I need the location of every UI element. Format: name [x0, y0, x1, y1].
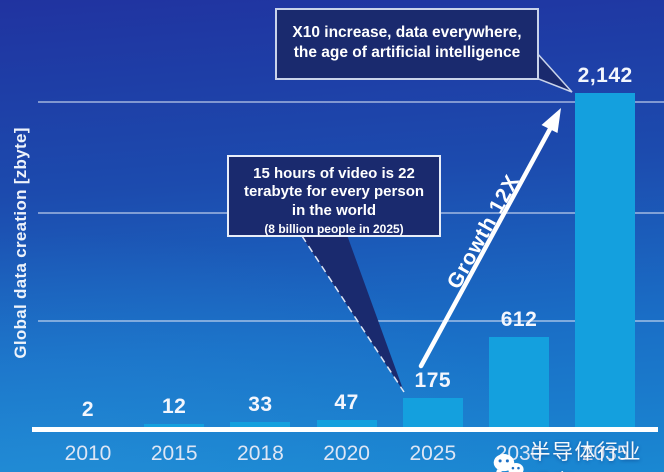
growth-arrow-line — [418, 126, 553, 369]
gridline — [38, 320, 664, 322]
wechat-icon — [493, 454, 524, 472]
watermark-text: 半导体行业观察 — [529, 441, 642, 472]
year-label-2018: 2018 — [237, 442, 284, 465]
value-label-2035: 2,142 — [577, 64, 633, 87]
callout-mid-line2: terabyte for every person — [243, 183, 425, 201]
value-label-2030: 612 — [500, 308, 538, 331]
bar-2018 — [230, 422, 291, 429]
year-label-2025: 2025 — [409, 442, 457, 465]
year-label-2035: 2035 — [581, 442, 629, 465]
value-label-2010: 2 — [81, 398, 95, 421]
callout-mid-box: 15 hours of video is 22 terabyte for eve… — [227, 155, 441, 237]
value-label-2025: 175 — [414, 369, 452, 392]
callout-top-pointer-shape — [535, 50, 573, 93]
callout-top-line1: X10 increase, data everywhere, — [292, 24, 522, 41]
callout-mid-pointer-shape — [301, 235, 404, 392]
callout-top-line2: the age of artificial intelligence — [293, 44, 521, 62]
growth-arrow-head — [541, 108, 561, 133]
value-label-2015: 12 — [162, 395, 187, 418]
bar-2030 — [489, 337, 549, 429]
bar-2025 — [402, 398, 463, 429]
value-label-2020: 47 — [334, 391, 359, 414]
gridline — [38, 101, 664, 103]
year-label-2020: 2020 — [323, 442, 370, 465]
year-label-2010: 2010 — [64, 442, 112, 465]
callout-mid-line1: 15 hours of video is 22 — [253, 165, 415, 182]
value-label-2018: 33 — [248, 393, 273, 416]
callout-top-box: X10 increase, data everywhere, the age o… — [275, 8, 539, 80]
bar-2015 — [144, 424, 205, 429]
callout-mid-note: (8 billion people in 2025) — [264, 221, 404, 236]
x-axis-line — [32, 427, 658, 432]
watermark: 半导体行业观察 — [492, 436, 664, 472]
callout-mid-line3: in the world — [291, 201, 377, 219]
year-label-2015: 2015 — [150, 442, 198, 465]
bar-2020 — [316, 420, 377, 429]
bar-2035 — [575, 93, 636, 429]
